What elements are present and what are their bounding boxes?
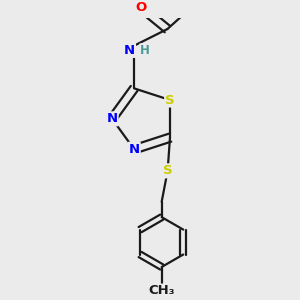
Text: N: N bbox=[106, 112, 118, 125]
Text: S: S bbox=[163, 164, 172, 177]
Text: H: H bbox=[140, 44, 150, 57]
Text: CH₃: CH₃ bbox=[148, 284, 175, 297]
Text: N: N bbox=[124, 44, 135, 57]
Text: S: S bbox=[165, 94, 175, 106]
Text: O: O bbox=[136, 1, 147, 14]
Text: N: N bbox=[129, 143, 140, 156]
